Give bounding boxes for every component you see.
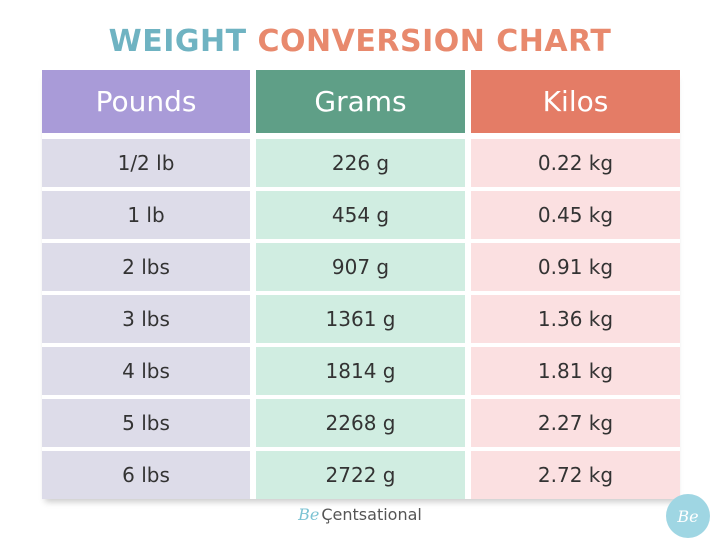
table-cell: 907 g	[256, 243, 465, 291]
table-cell: 6 lbs	[42, 451, 250, 499]
table-cell: 1 lb	[42, 191, 250, 239]
table-cell: 2.27 kg	[471, 399, 680, 447]
header-cell: Grams	[256, 70, 465, 133]
table-cell: 5 lbs	[42, 399, 250, 447]
table-cell: 1.81 kg	[471, 347, 680, 395]
table-cell: 2722 g	[256, 451, 465, 499]
title: WEIGHT CONVERSION CHART	[0, 24, 720, 59]
table-cell: 4 lbs	[42, 347, 250, 395]
table-cell: 226 g	[256, 139, 465, 187]
brand-mark: Be	[298, 505, 320, 524]
table-cell: 1/2 lb	[42, 139, 250, 187]
table-cell: 1814 g	[256, 347, 465, 395]
title-first: WEIGHT	[108, 24, 247, 59]
brand-name: Çentsational	[321, 505, 422, 524]
table-cell: 1361 g	[256, 295, 465, 343]
table-cell: 2 lbs	[42, 243, 250, 291]
table-cell: 454 g	[256, 191, 465, 239]
table-cell: 2268 g	[256, 399, 465, 447]
header-cell: Pounds	[42, 70, 250, 133]
table-cell: 2.72 kg	[471, 451, 680, 499]
badge: Be	[666, 494, 710, 538]
table-cell: 0.45 kg	[471, 191, 680, 239]
header-cell: Kilos	[471, 70, 680, 133]
table-cell: 1.36 kg	[471, 295, 680, 343]
footer: Be Çentsational	[0, 505, 720, 524]
table: Pounds Grams Kilos 1/2 lb 226 g 0.22 kg 1 lb 45…	[42, 70, 680, 499]
table-cell: 0.22 kg	[471, 139, 680, 187]
table-cell: 3 lbs	[42, 295, 250, 343]
table-cell: 0.91 kg	[471, 243, 680, 291]
title-second: CONVERSION CHART	[257, 24, 612, 59]
